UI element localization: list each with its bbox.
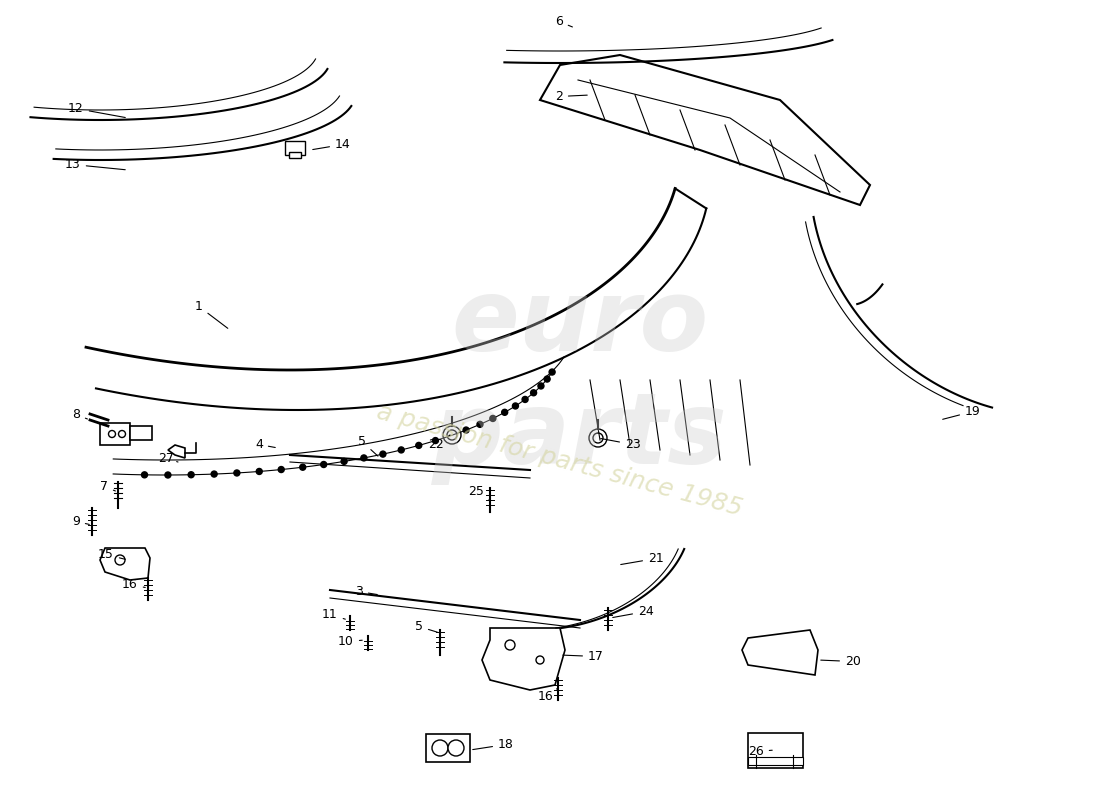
Circle shape — [398, 447, 404, 453]
Circle shape — [278, 466, 284, 473]
Circle shape — [234, 470, 240, 476]
Circle shape — [522, 397, 528, 402]
Text: 12: 12 — [68, 102, 125, 118]
Text: 25: 25 — [468, 485, 490, 500]
Text: 8: 8 — [72, 408, 87, 421]
Text: 5: 5 — [358, 435, 378, 456]
Circle shape — [341, 458, 348, 465]
Bar — [130, 426, 152, 440]
Text: 6: 6 — [556, 15, 572, 28]
Text: 19: 19 — [943, 405, 981, 419]
Circle shape — [116, 555, 125, 565]
Bar — [426, 734, 470, 762]
Text: 21: 21 — [620, 552, 663, 565]
Circle shape — [490, 415, 496, 422]
Text: 27: 27 — [158, 452, 178, 465]
Circle shape — [505, 640, 515, 650]
Circle shape — [588, 429, 607, 447]
Text: 3: 3 — [355, 585, 377, 598]
Circle shape — [536, 656, 544, 664]
Circle shape — [463, 427, 469, 433]
Circle shape — [513, 403, 518, 409]
Text: 14: 14 — [312, 138, 351, 151]
Circle shape — [142, 472, 147, 478]
Text: 9: 9 — [72, 515, 89, 528]
Text: 23: 23 — [601, 438, 640, 451]
Text: 10: 10 — [338, 635, 362, 648]
Text: 26: 26 — [748, 745, 772, 758]
Circle shape — [379, 451, 386, 457]
Text: 2: 2 — [556, 90, 587, 103]
Circle shape — [443, 426, 461, 444]
Circle shape — [432, 740, 448, 756]
Text: 1: 1 — [195, 300, 228, 328]
Text: 7: 7 — [100, 480, 116, 493]
Circle shape — [502, 410, 508, 415]
Text: 18: 18 — [473, 738, 514, 751]
Circle shape — [448, 740, 464, 756]
Circle shape — [593, 433, 603, 443]
Circle shape — [549, 369, 556, 375]
Circle shape — [544, 376, 550, 382]
Text: 4: 4 — [255, 438, 275, 451]
Circle shape — [477, 422, 483, 427]
Circle shape — [256, 469, 262, 474]
Text: euro
parts: euro parts — [432, 275, 728, 485]
Circle shape — [211, 471, 217, 477]
Text: 22: 22 — [428, 435, 450, 451]
Circle shape — [188, 472, 194, 478]
Bar — [100, 423, 130, 445]
Text: 17: 17 — [563, 650, 604, 663]
Circle shape — [432, 438, 439, 443]
Circle shape — [119, 430, 125, 438]
Text: 5: 5 — [415, 620, 438, 633]
Circle shape — [416, 442, 421, 449]
Circle shape — [447, 430, 456, 440]
Circle shape — [299, 464, 306, 470]
Circle shape — [530, 390, 537, 396]
Circle shape — [361, 455, 367, 461]
Text: 15: 15 — [98, 548, 125, 561]
Bar — [748, 733, 803, 768]
Circle shape — [538, 383, 543, 389]
Text: 11: 11 — [322, 608, 345, 621]
Text: 16: 16 — [122, 578, 145, 591]
Bar — [285, 141, 305, 155]
Text: 20: 20 — [821, 655, 861, 668]
Text: 24: 24 — [613, 605, 653, 618]
Circle shape — [165, 472, 170, 478]
Bar — [748, 757, 803, 765]
Text: a passion for parts since 1985: a passion for parts since 1985 — [374, 399, 746, 521]
Text: 13: 13 — [65, 158, 125, 171]
Bar — [289, 152, 301, 158]
Circle shape — [109, 430, 116, 438]
Text: 16: 16 — [538, 688, 558, 703]
Circle shape — [448, 433, 454, 438]
Circle shape — [321, 462, 327, 467]
